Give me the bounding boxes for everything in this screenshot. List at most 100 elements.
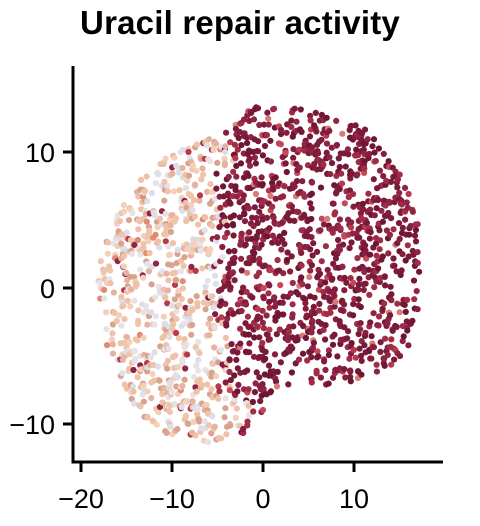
scatter-point (360, 286, 367, 294)
scatter-point (371, 149, 378, 156)
scatter-point (265, 121, 272, 128)
scatter-point (179, 358, 186, 365)
scatter-point (396, 235, 403, 243)
scatter-point (309, 144, 316, 151)
scatter-point (321, 358, 328, 365)
scatter-point (166, 333, 173, 340)
scatter-point (318, 258, 325, 265)
scatter-point (171, 281, 179, 288)
scatter-point (309, 324, 316, 331)
scatter-point (263, 312, 270, 319)
scatter-point (308, 379, 315, 386)
scatter-point (316, 307, 323, 314)
scatter-point (403, 199, 410, 206)
scatter-point (168, 262, 175, 269)
scatter-point (350, 279, 357, 286)
scatter-point (252, 160, 259, 167)
scatter-point (176, 301, 183, 308)
scatter-point (201, 418, 208, 425)
scatter-point (173, 383, 180, 390)
scatter-point (151, 321, 158, 328)
scatter-point (200, 171, 207, 178)
x-tick-label: 0 (255, 484, 270, 514)
scatter-point (126, 339, 133, 346)
scatter-point (120, 339, 127, 346)
scatter-point (226, 356, 233, 364)
scatter-point (155, 409, 162, 416)
scatter-point (256, 374, 263, 381)
scatter-point (146, 267, 153, 275)
scatter-point (289, 279, 296, 287)
scatter-point (411, 296, 418, 303)
scatter-point (258, 174, 265, 181)
scatter-point (160, 313, 167, 320)
scatter-point (294, 334, 301, 341)
scatter-point (173, 276, 180, 283)
scatter-point (230, 259, 237, 266)
scatter-point (244, 269, 251, 276)
scatter-point (272, 174, 279, 181)
scatter-point (365, 190, 372, 197)
scatter-point (302, 334, 310, 342)
scatter-point (241, 211, 248, 218)
scatter-point (308, 354, 315, 361)
scatter-point (205, 439, 212, 446)
scatter-point (385, 209, 392, 217)
scatter-point (383, 177, 390, 184)
scatter-point (258, 392, 265, 399)
scatter-point (144, 388, 151, 395)
scatter-point (261, 142, 269, 150)
scatter-point (231, 277, 238, 284)
scatter-point (140, 334, 147, 341)
scatter-point (332, 298, 339, 305)
y-tick-label: 0 (40, 274, 55, 304)
scatter-point (162, 210, 169, 217)
scatter-point (372, 157, 379, 165)
scatter-point (143, 173, 150, 180)
scatter-point (349, 191, 357, 198)
scatter-point (389, 327, 396, 334)
scatter-point (365, 266, 372, 273)
scatter-point (347, 378, 354, 385)
scatter-point (244, 418, 251, 425)
scatter-point (194, 406, 201, 413)
scatter-point (120, 302, 127, 309)
scatter-point (293, 118, 300, 125)
scatter-point (173, 308, 180, 315)
scatter-point (140, 398, 147, 405)
scatter-point (137, 251, 144, 258)
scatter-point (225, 248, 233, 255)
scatter-point (340, 301, 348, 308)
scatter-point (173, 215, 180, 222)
scatter-point (184, 398, 191, 405)
scatter-point (209, 222, 216, 230)
scatter-point (357, 303, 364, 311)
scatter-point (139, 391, 146, 398)
scatter-point (289, 345, 296, 352)
scatter-point (345, 328, 352, 335)
scatter-point (264, 233, 271, 240)
scatter-point (233, 162, 240, 169)
scatter-point (329, 341, 337, 348)
scatter-point (288, 117, 295, 124)
scatter-point (351, 295, 358, 303)
scatter-point (209, 360, 216, 367)
scatter-point (199, 265, 206, 272)
scatter-point (279, 299, 286, 306)
scatter-point (171, 400, 178, 408)
scatter-point (315, 353, 322, 360)
scatter-point (201, 227, 208, 234)
scatter-point (382, 335, 389, 342)
scatter-point (298, 128, 305, 135)
scatter-point (404, 327, 411, 334)
scatter-point (189, 321, 196, 329)
scatter-point (235, 134, 242, 142)
scatter-point (386, 231, 394, 238)
scatter-point (322, 322, 329, 329)
scatter-point (234, 349, 241, 356)
scatter-point (380, 150, 387, 157)
scatter-point (224, 315, 231, 322)
scatter-point (196, 418, 203, 425)
scatter-point (244, 139, 251, 147)
scatter-point (360, 206, 367, 213)
